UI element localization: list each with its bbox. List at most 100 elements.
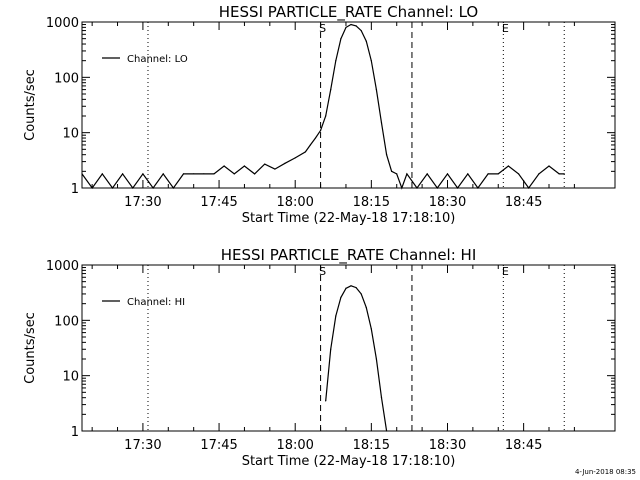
- y-tick-label: 1000: [46, 16, 79, 31]
- legend-label: Channel: HI: [127, 297, 185, 308]
- x-tick-label: 17:45: [200, 438, 237, 453]
- data-point: [457, 187, 459, 189]
- data-point: [385, 154, 388, 156]
- data-point: [330, 89, 332, 91]
- data-point: [467, 173, 469, 175]
- x-axis-label: Start Time (22-May-18 17:18:10): [242, 454, 456, 469]
- data-point: [548, 165, 550, 167]
- data-point: [375, 89, 378, 91]
- data-point: [396, 173, 398, 175]
- x-tick-label: 18:00: [276, 438, 313, 453]
- data-point: [355, 287, 357, 289]
- series-line: [325, 285, 388, 432]
- data-point: [446, 173, 449, 175]
- data-point: [350, 23, 352, 26]
- data-point: [340, 38, 342, 40]
- data-point: [563, 173, 565, 175]
- data-point: [335, 60, 337, 62]
- data-point: [142, 173, 144, 175]
- y-tick-label: 10: [62, 370, 79, 385]
- data-point: [132, 187, 134, 189]
- data-point: [385, 430, 388, 432]
- data-point: [355, 25, 357, 27]
- data-point: [233, 173, 235, 175]
- data-point: [319, 129, 322, 131]
- data-point: [436, 187, 438, 189]
- data-point: [360, 29, 362, 32]
- x-tick-label: 18:15: [353, 195, 390, 210]
- x-tick-label: 18:45: [505, 438, 542, 453]
- y-tick-label: 1: [71, 182, 79, 197]
- data-point: [264, 163, 266, 165]
- x-tick-label: 18:30: [429, 438, 466, 453]
- legend-label: Channel: LO: [127, 54, 188, 65]
- chart-title: HESSI PARTICLE_RATE Channel: HI: [221, 246, 477, 265]
- data-point: [345, 26, 347, 28]
- plot-frame: [81, 21, 616, 189]
- x-tick-label: 17:30: [124, 438, 161, 453]
- data-point: [335, 315, 337, 317]
- data-point: [380, 122, 383, 124]
- x-tick-label: 17:30: [124, 195, 161, 210]
- data-point: [370, 328, 372, 330]
- data-point: [416, 187, 418, 189]
- x-tick-label: 18:00: [276, 195, 313, 210]
- data-point: [274, 168, 276, 170]
- data-point: [152, 187, 154, 189]
- data-point: [507, 165, 509, 167]
- data-point: [122, 173, 124, 175]
- data-point: [380, 397, 383, 399]
- data-point: [294, 157, 296, 159]
- data-point: [325, 400, 327, 402]
- data-point: [101, 173, 103, 175]
- data-point: [330, 348, 332, 350]
- event-marker-label: S: [319, 22, 326, 35]
- y-tick-label: 100: [54, 71, 79, 86]
- data-point: [111, 187, 114, 189]
- data-point: [497, 173, 499, 175]
- y-tick-label: 10: [62, 127, 79, 142]
- data-point: [426, 173, 428, 175]
- data-point: [528, 187, 530, 189]
- data-point: [81, 173, 83, 175]
- data-point: [91, 187, 93, 189]
- data-point: [517, 173, 520, 175]
- series-line: [81, 23, 565, 190]
- y-tick-label: 100: [54, 314, 79, 329]
- data-point: [375, 358, 378, 360]
- chart-panel-hi: HESSI PARTICLE_RATE Channel: HI 17:30 17:4…: [23, 246, 616, 469]
- event-marker-label: E: [502, 22, 509, 35]
- y-tick-label: 1: [71, 425, 79, 440]
- x-axis-label: Start Time (22-May-18 17:18:10): [242, 211, 456, 226]
- data-point: [365, 306, 367, 309]
- data-point: [309, 144, 312, 146]
- chart-title: HESSI PARTICLE_RATE Channel: LO: [219, 3, 478, 22]
- data-point: [172, 187, 174, 189]
- data-point: [391, 170, 393, 172]
- data-point: [477, 187, 479, 189]
- data-point: [370, 60, 372, 62]
- event-marker-label: E: [502, 265, 509, 278]
- data-point: [538, 173, 540, 175]
- data-point: [193, 173, 195, 175]
- x-tick-label: 18:45: [505, 195, 542, 210]
- event-marker-label: S: [319, 265, 326, 278]
- footer-timestamp: 4-Jun-2018 08:35: [575, 468, 636, 476]
- data-point: [558, 173, 560, 175]
- plot-frame: [81, 264, 616, 432]
- data-point: [487, 173, 489, 175]
- data-point: [203, 173, 205, 175]
- data-point: [350, 285, 352, 287]
- data-point: [243, 165, 246, 167]
- x-tick-label: 17:45: [200, 195, 237, 210]
- data-point: [365, 40, 367, 42]
- y-tick-label: 1000: [46, 259, 79, 274]
- data-point: [162, 173, 164, 175]
- data-point: [360, 293, 362, 295]
- data-point: [325, 115, 327, 117]
- data-point: [401, 187, 403, 189]
- data-point: [314, 137, 317, 139]
- data-point: [406, 173, 408, 175]
